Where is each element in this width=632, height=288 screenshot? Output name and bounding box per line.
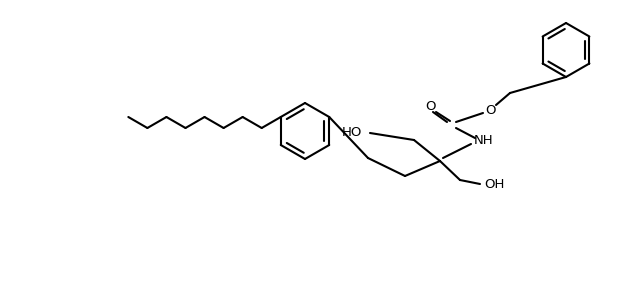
Text: O: O bbox=[425, 99, 435, 113]
Text: OH: OH bbox=[484, 177, 504, 190]
Text: NH: NH bbox=[474, 134, 494, 147]
Text: O: O bbox=[485, 103, 495, 117]
Text: HO: HO bbox=[342, 126, 362, 139]
